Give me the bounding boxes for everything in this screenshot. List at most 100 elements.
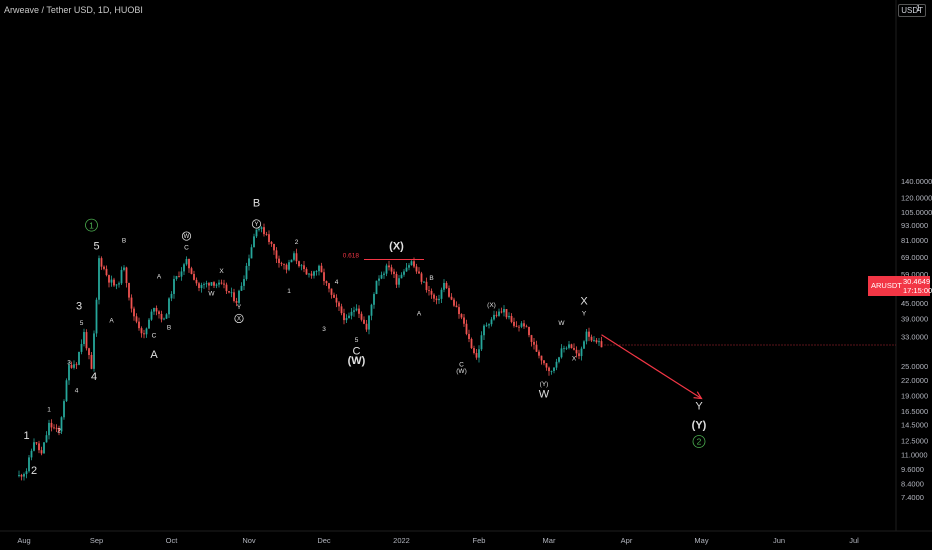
- time-tick-label: Feb: [473, 536, 486, 545]
- chart-title: Arweave / Tether USD, 1D, HUOBI: [4, 5, 143, 15]
- candle-body: [253, 236, 255, 248]
- candle: [70, 361, 73, 369]
- candle: [178, 271, 180, 278]
- candle: [340, 303, 343, 316]
- wave-label: B: [167, 325, 171, 332]
- candle-body: [555, 361, 558, 368]
- candle: [295, 248, 298, 265]
- candle: [188, 258, 190, 273]
- wave-label: A: [417, 311, 422, 318]
- candle: [148, 318, 150, 329]
- wave-label: B: [429, 275, 433, 282]
- candle: [333, 292, 335, 298]
- candle-body: [135, 316, 138, 322]
- candle-body: [148, 319, 150, 329]
- candle: [548, 366, 550, 376]
- candle: [533, 337, 535, 350]
- candle: [53, 424, 55, 430]
- candle-body: [110, 279, 113, 283]
- candle: [150, 309, 153, 321]
- candle: [63, 399, 65, 420]
- candle-body: [218, 282, 220, 285]
- currency-selector[interactable]: USDT: [898, 4, 926, 17]
- price-tick-label: 8.4000: [901, 479, 924, 488]
- candle-body: [233, 292, 235, 301]
- price-tick-label: 11.0000: [901, 450, 928, 459]
- wave-label: C: [459, 362, 464, 369]
- candle: [498, 308, 500, 317]
- candle-body: [190, 268, 193, 274]
- candle-body: [298, 261, 300, 267]
- candle: [140, 326, 143, 338]
- candle-body: [325, 281, 328, 284]
- candle: [280, 261, 283, 267]
- candle: [198, 281, 200, 292]
- candle-body: [510, 316, 513, 322]
- candle: [78, 351, 80, 366]
- candle-body: [235, 300, 238, 303]
- candle-body: [585, 331, 588, 342]
- candle: [255, 229, 258, 239]
- price-tick-label: 81.0000: [901, 236, 928, 245]
- candle: [313, 270, 315, 279]
- candle: [598, 338, 600, 346]
- candle: [325, 280, 328, 286]
- candle-body: [133, 308, 135, 317]
- wave-label: 3: [322, 326, 326, 333]
- candle-body: [408, 265, 410, 268]
- candle-body: [545, 363, 548, 368]
- wave-label: Y: [237, 304, 242, 311]
- candle: [520, 321, 523, 329]
- candle: [368, 314, 370, 335]
- candle: [328, 282, 330, 293]
- candle-body: [33, 442, 35, 451]
- time-tick-label: Oct: [166, 536, 179, 545]
- candle-body: [230, 292, 233, 294]
- candle: [315, 270, 318, 276]
- candle-body: [185, 259, 188, 265]
- candle-body: [383, 273, 385, 275]
- candle-body: [480, 335, 483, 350]
- candle-body: [378, 278, 380, 281]
- candle: [390, 264, 393, 275]
- candle: [50, 419, 53, 432]
- candle: [48, 419, 50, 440]
- candle: [30, 448, 33, 461]
- candle: [133, 306, 135, 321]
- candle: [400, 272, 403, 279]
- candle: [233, 288, 235, 303]
- candle-body: [108, 275, 110, 283]
- candle-body: [150, 311, 153, 320]
- wave-label: (W): [456, 368, 466, 375]
- candle-body: [120, 269, 123, 284]
- candle-body: [240, 285, 243, 291]
- candle: [23, 472, 25, 481]
- candle-body: [75, 364, 78, 366]
- candle: [560, 344, 563, 359]
- candle: [55, 424, 58, 433]
- time-tick-label: Aug: [17, 536, 30, 545]
- candle-body: [365, 323, 368, 330]
- candle: [120, 266, 123, 285]
- candle: [558, 356, 560, 364]
- candle-body: [193, 273, 195, 280]
- candle-body: [550, 370, 553, 372]
- wave-label: 1: [287, 288, 291, 295]
- candle-body: [470, 338, 473, 349]
- candle-body: [593, 340, 595, 342]
- candle: [270, 241, 273, 247]
- candle-body: [455, 305, 458, 308]
- candle-body: [418, 271, 420, 274]
- candle: [93, 330, 95, 372]
- candle: [373, 292, 375, 309]
- candle: [588, 327, 590, 342]
- price-tick-label: 16.5000: [901, 407, 928, 416]
- candle-body: [395, 274, 398, 285]
- candle: [440, 287, 443, 303]
- candle: [385, 263, 388, 277]
- candle-body: [180, 271, 183, 277]
- candle: [465, 319, 468, 336]
- candle-body: [48, 422, 50, 436]
